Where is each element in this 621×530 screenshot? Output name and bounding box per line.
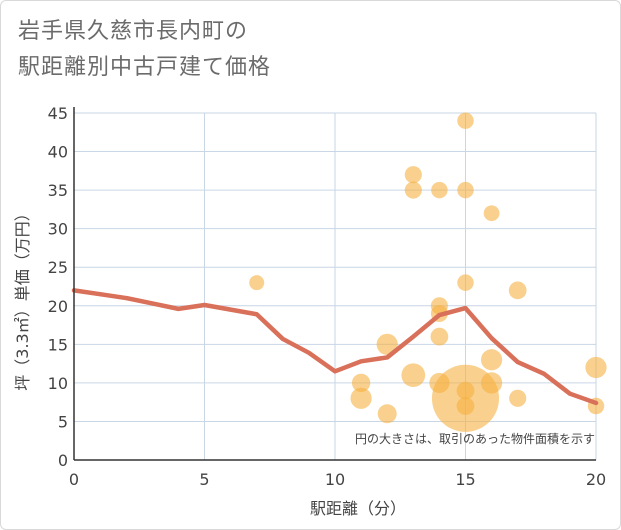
y-axis-label: 坪（3.3㎡）単価（万円） <box>13 205 32 390</box>
bubble-point <box>351 373 371 393</box>
average-price-line <box>71 288 599 406</box>
tick-labels: 0 5 10 15 20 25 30 35 40 45 0 5 10 15 20 <box>48 104 607 489</box>
average-line-series <box>71 288 599 406</box>
y-tick-label: 10 <box>48 374 68 393</box>
bubble-point <box>404 181 422 199</box>
bubble-point <box>508 281 527 300</box>
bubble-point <box>585 356 607 379</box>
y-tick-label: 20 <box>48 297 68 316</box>
bubble-point <box>480 349 503 371</box>
bubble-point <box>457 274 474 291</box>
y-tick-label: 30 <box>48 220 68 239</box>
x-tick-label: 0 <box>69 470 79 489</box>
chart-title: 岩手県久慈市長内町の 駅距離別中古戸建て価格 <box>18 14 271 86</box>
bubble-point <box>350 387 372 409</box>
x-tick-label: 10 <box>325 470 345 489</box>
y-tick-label: 40 <box>48 143 68 162</box>
bubble-series <box>249 112 607 432</box>
bubble-point <box>404 166 422 184</box>
x-tick-label: 5 <box>199 470 209 489</box>
bubble-point <box>377 404 397 424</box>
bubble-point <box>456 397 475 415</box>
bubble-point <box>431 181 448 199</box>
axes <box>73 107 596 461</box>
x-tick-label: 15 <box>455 470 475 489</box>
y-tick-label: 5 <box>58 412 68 431</box>
bubble-point <box>480 372 503 394</box>
bubble-point <box>457 181 474 199</box>
x-tick-label: 20 <box>586 470 606 489</box>
title-line-1: 岩手県久慈市長内町の <box>18 19 249 44</box>
bubble-point <box>509 389 527 407</box>
y-tick-label: 25 <box>48 258 68 277</box>
bubble-point <box>249 275 265 291</box>
y-tick-label: 15 <box>48 335 68 354</box>
bubble-size-note: 円の大きさは、取引のあった物件面積を示す <box>355 431 595 446</box>
x-axis-label: 駅距離（分） <box>310 499 406 518</box>
y-tick-label: 35 <box>48 181 68 200</box>
bubble-point <box>430 327 449 346</box>
bubble-point <box>483 205 500 222</box>
y-tick-label: 45 <box>48 104 68 123</box>
bubble-point <box>457 112 474 129</box>
bubble-point <box>376 333 398 355</box>
title-line-2: 駅距離別中古戸建て価格 <box>18 55 272 80</box>
y-tick-label: 0 <box>58 451 68 470</box>
bubble-point <box>401 363 426 388</box>
